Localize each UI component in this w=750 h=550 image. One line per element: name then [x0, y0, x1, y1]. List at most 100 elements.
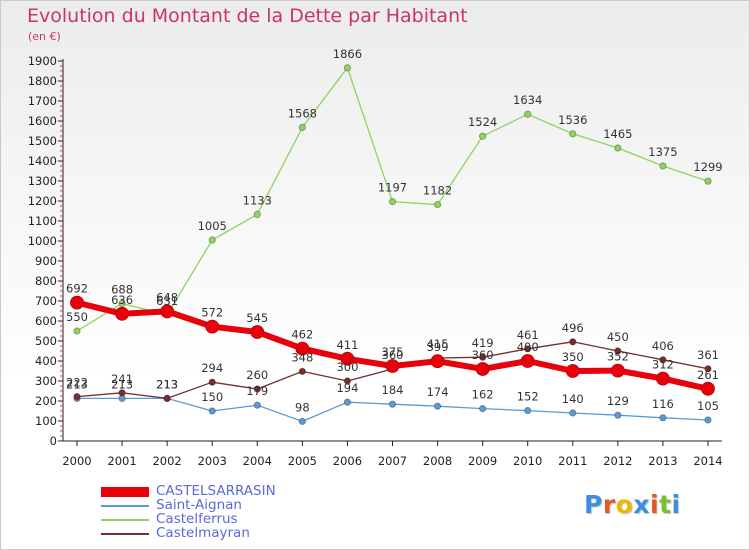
- data-label: 411: [336, 338, 358, 352]
- data-label: 1133: [243, 193, 272, 207]
- data-point: [614, 347, 622, 355]
- logo-letter: r: [602, 490, 616, 519]
- data-label: 1866: [333, 47, 362, 61]
- data-point: [610, 363, 625, 378]
- data-label: 496: [562, 321, 584, 335]
- chart-title: Evolution du Montant de la Dette par Hab…: [27, 5, 468, 27]
- data-point: [208, 407, 216, 415]
- data-point: [160, 304, 175, 319]
- data-point: [479, 404, 487, 413]
- data-label: 1299: [693, 160, 722, 174]
- legend-item-saint-aignan: Saint-Aignan: [101, 498, 341, 513]
- data-point: [388, 400, 397, 408]
- y-tick-label: 1700: [28, 94, 57, 108]
- data-label: 294: [201, 361, 223, 375]
- data-point: [520, 354, 535, 368]
- data-label: 350: [562, 350, 584, 364]
- x-tick-label: 2007: [378, 454, 407, 468]
- data-point: [524, 110, 532, 118]
- data-label: 129: [607, 394, 629, 408]
- series-lines: [70, 64, 715, 425]
- data-label: 179: [246, 384, 268, 398]
- data-point: [475, 362, 490, 376]
- data-label: 261: [697, 368, 719, 382]
- data-point: [385, 359, 400, 373]
- data-point: [388, 198, 397, 206]
- data-point: [253, 385, 261, 393]
- data-label: 352: [607, 350, 629, 364]
- data-point: [565, 364, 580, 378]
- data-point: [118, 389, 126, 397]
- data-point: [343, 377, 352, 385]
- y-tick-label: 400: [35, 354, 57, 368]
- data-point: [70, 295, 84, 310]
- legend-label: CASTELSARRASIN: [156, 483, 276, 499]
- data-label: 222: [66, 376, 88, 390]
- data-label: 1182: [423, 184, 452, 198]
- data-label: 98: [295, 400, 310, 414]
- y-tick-label: 200: [35, 394, 57, 408]
- data-label: 550: [66, 310, 88, 324]
- y-tick-label: 700: [35, 294, 57, 308]
- data-point: [569, 130, 577, 138]
- series-saint-aignan: [73, 394, 712, 425]
- data-point: [524, 345, 532, 353]
- data-label: 213: [66, 377, 88, 391]
- logo-letter: i: [671, 490, 681, 519]
- y-tick-label: 1200: [28, 194, 57, 208]
- data-point: [659, 356, 667, 364]
- data-point: [704, 416, 712, 424]
- data-label: 400: [517, 340, 539, 354]
- data-label: 631: [156, 294, 178, 308]
- y-tick-label: 1800: [28, 74, 57, 88]
- logo-letter: P: [584, 490, 603, 519]
- data-point: [298, 417, 306, 425]
- x-tick-label: 2001: [107, 454, 136, 468]
- legend: CASTELSARRASIN Saint-Aignan Castelferrus Ca…: [101, 483, 341, 541]
- data-point: [524, 406, 532, 415]
- data-point: [701, 381, 715, 396]
- x-tick-label: 2004: [243, 454, 272, 468]
- data-label: 184: [382, 383, 404, 397]
- data-label: 312: [652, 358, 674, 372]
- legend-swatch: [101, 505, 149, 507]
- x-tick-label: 2008: [423, 454, 452, 468]
- data-label: 648: [156, 290, 178, 304]
- data-label: 213: [156, 377, 178, 391]
- data-label: 415: [427, 337, 449, 351]
- data-label: 105: [697, 399, 719, 413]
- y-tick-label: 1600: [28, 114, 57, 128]
- proxiti-logo: Proxiti: [584, 490, 681, 519]
- data-label: 636: [111, 293, 133, 307]
- data-point: [253, 401, 261, 409]
- legend-label: Castelferrus: [156, 511, 238, 527]
- data-label: 213: [156, 377, 178, 391]
- data-label: 1524: [468, 115, 497, 129]
- data-label: 1634: [513, 93, 542, 107]
- data-label: 692: [66, 282, 88, 296]
- data-label: 360: [382, 348, 404, 362]
- data-point: [250, 325, 265, 339]
- legend-swatch: [101, 519, 149, 521]
- data-point: [479, 132, 487, 140]
- x-tick-label: 2014: [693, 454, 722, 468]
- legend-label: Castelmayran: [156, 525, 250, 541]
- data-label: 545: [246, 311, 268, 325]
- data-point: [433, 402, 442, 410]
- y-tick-label: 100: [35, 414, 57, 428]
- data-label: 1005: [198, 219, 227, 233]
- data-label: 116: [652, 397, 674, 411]
- data-point: [298, 123, 306, 132]
- data-point: [73, 392, 81, 401]
- data-label: 399: [427, 340, 449, 354]
- data-point: [659, 162, 667, 170]
- logo-letter: t: [659, 490, 672, 519]
- data-point: [433, 201, 442, 209]
- data-label: 361: [697, 348, 719, 362]
- data-label: 213: [111, 377, 133, 391]
- data-label: 174: [427, 385, 449, 399]
- data-point: [569, 409, 577, 417]
- logo-letter: o: [615, 490, 634, 519]
- data-point: [208, 236, 216, 244]
